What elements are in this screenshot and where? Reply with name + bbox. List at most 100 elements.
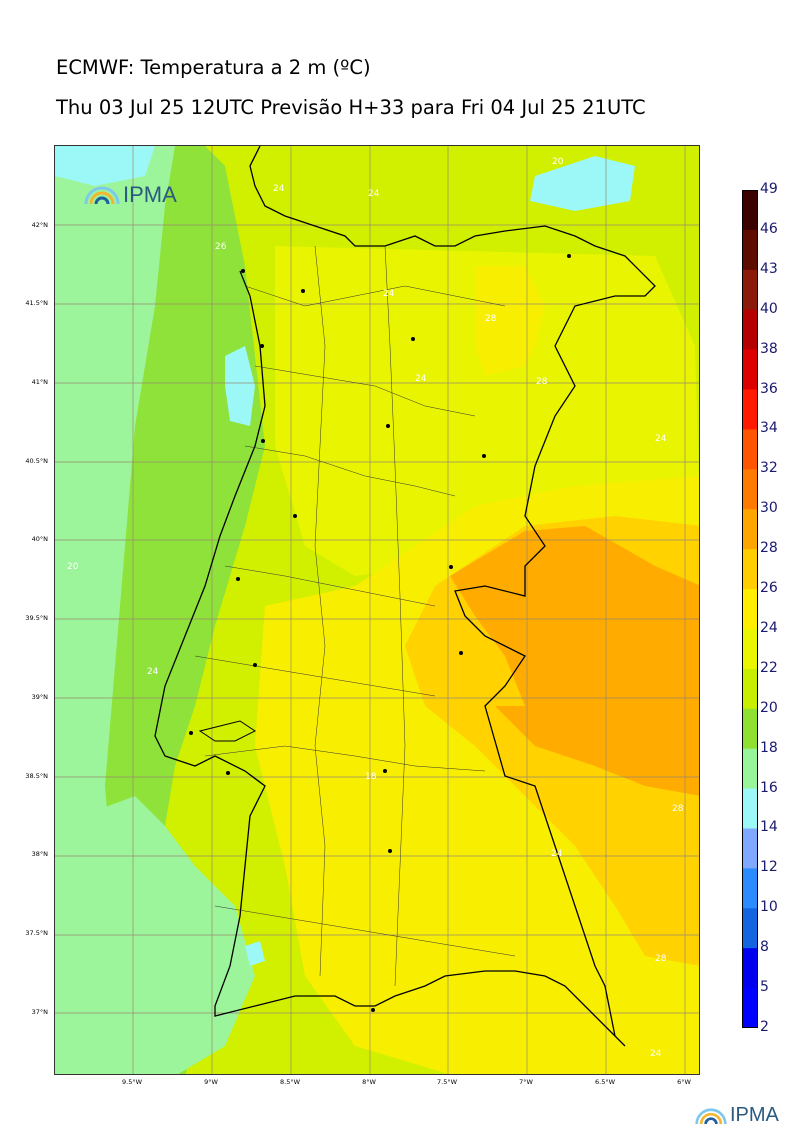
colorbar-tick-label: 26 [760, 580, 778, 597]
field-16-18-north [530, 156, 635, 211]
footer-ipma-logo: IPMA [694, 1104, 779, 1127]
graticule [55, 146, 699, 1074]
ipma-rainbow-icon [84, 186, 120, 205]
contour-label: 24 [551, 849, 563, 859]
contour-label: 26 [215, 242, 227, 252]
contour-label: 20 [552, 157, 564, 167]
colorbar-tick-label: 14 [760, 819, 778, 836]
colorbar-segment [742, 509, 758, 550]
field-30-32-east [450, 526, 699, 786]
contour-label: 24 [415, 374, 427, 384]
contour-label: 28 [672, 804, 684, 814]
colorbar-segment [742, 868, 758, 909]
lon-label: 8.5°W [279, 1078, 301, 1086]
field-30-32-east-b [495, 706, 699, 796]
colorbar-segment [742, 628, 758, 670]
colorbar-segment [742, 269, 758, 311]
colorbar-tick-label: 10 [760, 899, 778, 916]
colorbar-segment [742, 229, 758, 271]
contour-label: 24 [147, 667, 159, 677]
lon-label: 6.5°W [594, 1078, 616, 1086]
lat-label: 38°N [31, 850, 48, 858]
footer-logo-text: IPMA [730, 1104, 779, 1126]
contour-label: 28 [485, 314, 497, 324]
colorbar-segment [742, 708, 758, 750]
field-16-18-aveiro [225, 346, 255, 426]
forecast-subtitle: Thu 03 Jul 25 12UTC Previsão H+33 para F… [56, 96, 646, 119]
contour-labels: 20 24 24 26 24 28 24 28 24 20 24 18 24 2… [67, 157, 684, 1059]
lon-label: 9.5°W [121, 1078, 143, 1086]
lon-label: 6°W [677, 1078, 691, 1086]
colorbar-segment [742, 389, 758, 430]
lat-label: 42°N [31, 221, 48, 229]
colorbar-segment [742, 748, 758, 790]
lon-label: 7°W [519, 1078, 533, 1086]
lat-label: 41°N [31, 378, 48, 386]
contour-label: 24 [650, 1049, 662, 1059]
contour-label: 18 [365, 772, 377, 782]
colorbar-tick-label: 43 [760, 260, 778, 277]
colorbar-segment [742, 469, 758, 510]
colorbar-tick-label: 16 [760, 779, 778, 796]
lon-label: 9°W [204, 1078, 218, 1086]
tagus-estuary [198, 720, 256, 742]
lat-label: 40.5°N [25, 457, 48, 465]
field-16-18-sado [245, 941, 265, 966]
colorbar-tick-label: 18 [760, 739, 778, 756]
temperature-field: 20 24 24 26 24 28 24 28 24 20 24 18 24 2… [55, 146, 699, 1074]
colorbar-tick-label: 34 [760, 420, 778, 437]
colorbar-segment [742, 828, 758, 869]
colorbar-segment [742, 908, 758, 949]
lat-label: 37.5°N [25, 929, 48, 937]
colorbar-tick-label: 46 [760, 220, 778, 237]
map-title: ECMWF: Temperatura a 2 m (ºC) [56, 56, 371, 79]
colorbar-tick-label: 40 [760, 300, 778, 317]
colorbar-tick-label: 32 [760, 460, 778, 477]
colorbar-tick-label: 22 [760, 659, 778, 676]
colorbar-tick-label: 20 [760, 699, 778, 716]
lat-label: 40°N [31, 535, 48, 543]
ipma-logo-text: IPMA [123, 182, 177, 207]
lon-label: 8°W [362, 1078, 376, 1086]
contour-label: 28 [536, 377, 548, 387]
colorbar-tick-label: 24 [760, 619, 778, 636]
colorbar [742, 190, 758, 1028]
ipma-logo: IPMA [83, 182, 177, 208]
colorbar-segment [742, 549, 758, 590]
contour-label: 24 [368, 189, 380, 199]
colorbar-tick-label: 12 [760, 859, 778, 876]
lat-label: 39°N [31, 693, 48, 701]
colorbar-segment [742, 668, 758, 710]
portugal-outline [154, 146, 656, 1047]
colorbar-tick-label: 49 [760, 181, 778, 197]
colorbar-tick-label: 36 [760, 380, 778, 397]
field-16-18-northwest [55, 146, 155, 186]
lat-label: 41.5°N [25, 299, 48, 307]
colorbar-tick-label: 8 [760, 939, 769, 956]
contour-label: 24 [273, 184, 285, 194]
contour-label: 28 [655, 954, 667, 964]
colorbar-segment [742, 190, 758, 231]
colorbar-tick-label: 28 [760, 540, 778, 557]
field-26-28-northeast [475, 266, 545, 376]
colorbar-tick-label: 5 [760, 979, 769, 996]
colorbar-tick-label: 30 [760, 500, 778, 517]
colorbar-segment [742, 349, 758, 391]
colorbar-segment [742, 788, 758, 829]
lat-label: 39.5°N [25, 614, 48, 622]
colorbar-tick-label: 38 [760, 340, 778, 357]
district-borders [194, 245, 516, 987]
lat-label: 37°N [31, 1008, 48, 1016]
city-markers [189, 254, 571, 1012]
colorbar-segment [742, 589, 758, 630]
colorbar-segment [742, 988, 758, 1028]
colorbar-segment [742, 309, 758, 351]
contour-label: 20 [67, 562, 79, 572]
contour-label: 24 [655, 434, 667, 444]
lon-label: 7.5°W [436, 1078, 458, 1086]
contour-label: 24 [383, 289, 395, 299]
colorbar-segment [742, 429, 758, 470]
colorbar-segment [742, 948, 758, 989]
colorbar-tick-label: 2 [760, 1019, 769, 1035]
temperature-map: 20 24 24 26 24 28 24 28 24 20 24 18 24 2… [54, 145, 700, 1075]
